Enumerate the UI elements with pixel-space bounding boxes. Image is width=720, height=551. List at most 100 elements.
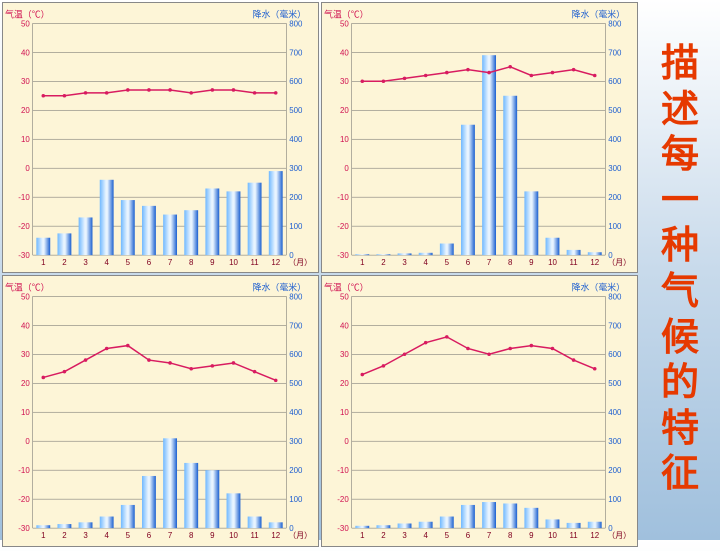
svg-text:10: 10 bbox=[229, 258, 238, 267]
svg-text:100: 100 bbox=[608, 496, 622, 505]
svg-text:1: 1 bbox=[360, 531, 365, 540]
svg-text:8: 8 bbox=[508, 531, 513, 540]
svg-text:-30: -30 bbox=[18, 251, 30, 260]
svg-text:400: 400 bbox=[289, 409, 303, 418]
svg-text:-30: -30 bbox=[337, 251, 349, 260]
svg-text:800: 800 bbox=[289, 19, 303, 28]
svg-text:-30: -30 bbox=[337, 525, 349, 534]
svg-text:700: 700 bbox=[608, 322, 622, 331]
svg-text:600: 600 bbox=[608, 77, 622, 86]
svg-text:600: 600 bbox=[608, 351, 622, 360]
svg-text:-10: -10 bbox=[18, 467, 30, 476]
svg-text:-20: -20 bbox=[18, 222, 30, 231]
svg-text:9: 9 bbox=[529, 258, 534, 267]
svg-text:600: 600 bbox=[289, 351, 303, 360]
svg-text:30: 30 bbox=[21, 77, 30, 86]
svg-text:10: 10 bbox=[21, 409, 30, 418]
sidebar-char: 述 bbox=[661, 88, 699, 134]
svg-text:气温（℃）: 气温（℃） bbox=[5, 8, 50, 19]
svg-text:11: 11 bbox=[569, 531, 578, 540]
svg-text:1: 1 bbox=[41, 531, 46, 540]
svg-text:1: 1 bbox=[41, 258, 46, 267]
sidebar-char: 描 bbox=[661, 42, 699, 88]
sidebar-char: 征 bbox=[661, 452, 699, 498]
svg-text:7: 7 bbox=[487, 258, 491, 267]
svg-text:气温（℃）: 气温（℃） bbox=[5, 282, 50, 293]
svg-text:-20: -20 bbox=[18, 496, 30, 505]
svg-text:气温（℃）: 气温（℃） bbox=[324, 282, 369, 293]
svg-text:（月）: （月） bbox=[288, 531, 312, 540]
charts-grid: -30-20-100102030405001002003004005006007… bbox=[0, 0, 640, 540]
svg-text:5: 5 bbox=[126, 258, 131, 267]
svg-text:11: 11 bbox=[250, 258, 259, 267]
svg-text:7: 7 bbox=[168, 531, 172, 540]
svg-text:500: 500 bbox=[608, 380, 622, 389]
svg-text:50: 50 bbox=[340, 19, 349, 28]
svg-text:40: 40 bbox=[21, 322, 30, 331]
svg-text:10: 10 bbox=[21, 135, 30, 144]
svg-text:20: 20 bbox=[21, 380, 30, 389]
svg-text:300: 300 bbox=[289, 164, 303, 173]
svg-text:降水（毫米）: 降水（毫米） bbox=[253, 282, 306, 293]
sidebar-char: 的 bbox=[661, 361, 699, 407]
svg-text:（月）: （月） bbox=[607, 531, 631, 540]
svg-text:700: 700 bbox=[289, 48, 303, 57]
svg-text:2: 2 bbox=[381, 258, 385, 267]
svg-text:30: 30 bbox=[21, 351, 30, 360]
svg-text:1: 1 bbox=[360, 258, 365, 267]
svg-text:700: 700 bbox=[608, 48, 622, 57]
svg-text:800: 800 bbox=[608, 19, 622, 28]
svg-text:30: 30 bbox=[340, 351, 349, 360]
chart-panel-2: -30-20-100102030405001002003004005006007… bbox=[321, 2, 638, 273]
svg-text:40: 40 bbox=[340, 48, 349, 57]
svg-text:3: 3 bbox=[402, 531, 407, 540]
slide: -30-20-100102030405001002003004005006007… bbox=[0, 0, 720, 540]
svg-text:500: 500 bbox=[608, 106, 622, 115]
svg-text:500: 500 bbox=[289, 380, 303, 389]
svg-text:0: 0 bbox=[25, 164, 30, 173]
svg-text:3: 3 bbox=[83, 258, 88, 267]
svg-text:3: 3 bbox=[402, 258, 407, 267]
svg-text:50: 50 bbox=[21, 293, 30, 302]
chart-panel-4: -30-20-100102030405001002003004005006007… bbox=[321, 275, 638, 546]
svg-text:10: 10 bbox=[340, 135, 349, 144]
svg-text:11: 11 bbox=[569, 258, 578, 267]
svg-text:9: 9 bbox=[529, 531, 534, 540]
svg-text:10: 10 bbox=[340, 409, 349, 418]
svg-text:30: 30 bbox=[340, 77, 349, 86]
svg-text:20: 20 bbox=[21, 106, 30, 115]
svg-text:降水（毫米）: 降水（毫米） bbox=[572, 282, 625, 293]
svg-text:800: 800 bbox=[289, 293, 303, 302]
svg-text:10: 10 bbox=[229, 531, 238, 540]
svg-text:800: 800 bbox=[608, 293, 622, 302]
svg-text:300: 300 bbox=[608, 438, 622, 447]
sidebar-title: 描述每一种气候的特征 bbox=[640, 0, 720, 540]
svg-text:7: 7 bbox=[487, 531, 491, 540]
svg-text:200: 200 bbox=[289, 193, 303, 202]
svg-text:-20: -20 bbox=[337, 496, 349, 505]
svg-text:12: 12 bbox=[590, 531, 599, 540]
svg-text:0: 0 bbox=[344, 164, 349, 173]
chart-panel-1: -30-20-100102030405001002003004005006007… bbox=[2, 2, 319, 273]
svg-text:6: 6 bbox=[147, 258, 152, 267]
svg-text:100: 100 bbox=[289, 222, 303, 231]
svg-text:7: 7 bbox=[168, 258, 172, 267]
svg-text:300: 300 bbox=[608, 164, 622, 173]
svg-text:0: 0 bbox=[25, 438, 30, 447]
svg-text:20: 20 bbox=[340, 380, 349, 389]
svg-text:11: 11 bbox=[250, 531, 259, 540]
svg-text:8: 8 bbox=[189, 531, 194, 540]
svg-text:8: 8 bbox=[189, 258, 194, 267]
svg-text:降水（毫米）: 降水（毫米） bbox=[253, 8, 306, 19]
svg-text:2: 2 bbox=[62, 258, 66, 267]
svg-text:5: 5 bbox=[445, 531, 450, 540]
svg-text:40: 40 bbox=[340, 322, 349, 331]
svg-text:（月）: （月） bbox=[607, 258, 631, 267]
svg-text:12: 12 bbox=[271, 258, 280, 267]
svg-text:（月）: （月） bbox=[288, 258, 312, 267]
svg-text:5: 5 bbox=[126, 531, 131, 540]
svg-text:6: 6 bbox=[147, 531, 152, 540]
svg-text:200: 200 bbox=[289, 467, 303, 476]
svg-text:600: 600 bbox=[289, 77, 303, 86]
svg-text:9: 9 bbox=[210, 258, 215, 267]
